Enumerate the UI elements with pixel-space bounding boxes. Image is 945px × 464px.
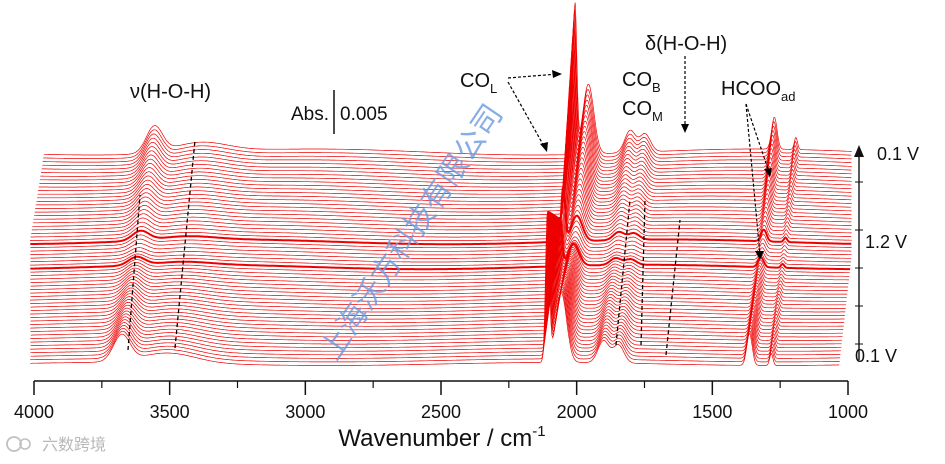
spectrum-trace bbox=[30, 213, 844, 327]
spectrum-trace bbox=[34, 120, 852, 213]
spectrum-trace bbox=[30, 213, 844, 331]
spectrum-trace bbox=[40, 46, 852, 177]
potential-label-mid: 1.2 V bbox=[865, 232, 907, 252]
annotation-arrowheads bbox=[540, 70, 772, 260]
corner-logo: 六数跨境 bbox=[6, 435, 106, 454]
logo-icon bbox=[6, 436, 22, 452]
band-guide-line bbox=[640, 199, 646, 346]
potential-label-bottom: 0.1 V bbox=[855, 346, 897, 366]
x-ticks: 4000 3500 3000 2500 2000 1500 1000 bbox=[14, 381, 868, 422]
spectrum-trace bbox=[30, 216, 848, 295]
annotation-vHOH: ν(H-O-H) bbox=[130, 81, 211, 103]
spectrum-trace bbox=[43, 9, 852, 159]
spectrum-trace bbox=[30, 215, 847, 302]
potential-axis-arrow bbox=[854, 145, 864, 157]
spectrum-trace bbox=[39, 53, 852, 181]
spectrum-trace bbox=[42, 17, 852, 163]
spectrum-trace bbox=[34, 127, 852, 217]
spectrum-trace bbox=[30, 215, 851, 271]
x-tick-label: 1000 bbox=[828, 402, 868, 422]
spectrum-trace bbox=[31, 164, 852, 234]
scale-bar-prefix: Abs. bbox=[291, 104, 329, 125]
annotation-dHOH: δ(H-O-H) bbox=[645, 33, 727, 55]
spectrum-trace bbox=[30, 217, 850, 277]
spectrum-trace bbox=[32, 142, 852, 224]
band-guide-line bbox=[665, 219, 681, 356]
x-tick-label: 3500 bbox=[150, 402, 190, 422]
spectrum-trace bbox=[30, 214, 846, 309]
spectrum-trace bbox=[30, 214, 845, 320]
spectrum-trace bbox=[30, 217, 851, 266]
spectrum-trace bbox=[30, 212, 843, 334]
spectrum-trace bbox=[42, 24, 852, 167]
spectra-traces bbox=[29, 2, 852, 366]
spectrum-trace bbox=[37, 90, 852, 199]
spectrum-trace bbox=[33, 134, 852, 220]
annotation-COL: COL bbox=[460, 70, 497, 96]
spectrum-trace bbox=[30, 178, 852, 241]
spectrum-trace bbox=[30, 211, 841, 352]
spectrum-trace bbox=[36, 98, 852, 202]
spectrum-trace bbox=[30, 216, 850, 274]
scale-bar-value: 0.005 bbox=[340, 104, 388, 125]
spectrum-trace bbox=[30, 213, 845, 324]
annotation-COM: COM bbox=[622, 98, 663, 124]
x-tick-label: 2500 bbox=[421, 402, 461, 422]
x-tick-label: 1500 bbox=[692, 402, 732, 422]
spectrum-trace bbox=[30, 210, 841, 359]
band-guide-line bbox=[615, 199, 631, 346]
spectrum-trace bbox=[30, 192, 852, 249]
spectrum-trace bbox=[37, 83, 852, 195]
spectrum-trace bbox=[30, 215, 847, 306]
annotation-HCOO: HCOOad bbox=[721, 78, 795, 104]
spectrum-trace bbox=[30, 214, 845, 316]
spectrum-trace bbox=[38, 76, 852, 192]
spectrum-trace bbox=[30, 214, 846, 313]
spectrum-trace bbox=[30, 211, 841, 356]
x-tick-label: 3000 bbox=[285, 402, 325, 422]
spectrum-trace bbox=[30, 218, 851, 263]
guide-lines bbox=[127, 139, 681, 356]
potential-label-top: 0.1 V bbox=[877, 144, 919, 164]
logo-text: 六数跨境 bbox=[42, 435, 106, 454]
spectrum-trace bbox=[32, 149, 852, 227]
x-tick-label: 2000 bbox=[557, 402, 597, 422]
spectrum-trace bbox=[30, 214, 852, 259]
spectrum-trace bbox=[30, 217, 849, 281]
spectrum-trace bbox=[41, 39, 852, 174]
spectrum-trace bbox=[30, 182, 852, 246]
spectrum-trace bbox=[35, 105, 852, 206]
spectrum-trace bbox=[30, 199, 852, 252]
spectrum-trace bbox=[43, 2, 852, 156]
spectrum-trace bbox=[30, 207, 852, 256]
spectrum-trace bbox=[30, 171, 852, 238]
spectrum-trace bbox=[31, 156, 852, 231]
spectrum-trace bbox=[41, 31, 852, 170]
annotation-arrows bbox=[507, 56, 770, 256]
spectrum-trace bbox=[29, 210, 840, 363]
spectrum-trace bbox=[30, 211, 842, 349]
band-guide-line bbox=[127, 194, 141, 351]
spectrum-trace bbox=[30, 217, 849, 284]
x-tick-label: 4000 bbox=[14, 402, 54, 422]
spectrum-trace bbox=[39, 61, 852, 184]
spectrum-trace bbox=[35, 112, 852, 209]
spectrum-trace bbox=[30, 212, 843, 338]
spectrum-trace bbox=[30, 212, 842, 345]
spectrum-trace bbox=[30, 212, 843, 341]
annotation-COB: COB bbox=[622, 69, 661, 95]
x-axis-label: Wavenumber / cm-1 bbox=[338, 423, 545, 452]
spectrum-trace bbox=[30, 210, 840, 366]
spectrum-trace bbox=[38, 68, 852, 188]
spectrum-trace bbox=[30, 216, 848, 291]
spectrum-trace bbox=[30, 216, 849, 288]
spectrum-trace bbox=[30, 215, 847, 299]
